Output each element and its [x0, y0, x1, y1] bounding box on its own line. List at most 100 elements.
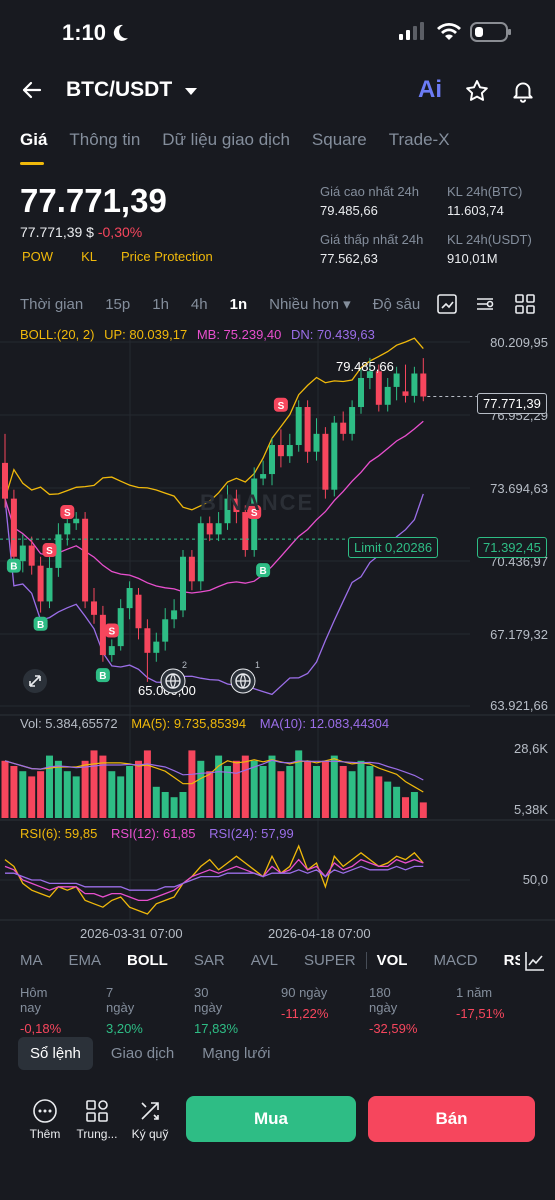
- ind-boll[interactable]: BOLL: [127, 952, 168, 969]
- boll-legend: BOLL:(20, 2) UP: 80.039,17 MB: 75.239,40…: [20, 327, 375, 342]
- tag-kl[interactable]: KL: [81, 249, 97, 264]
- candle-body: [277, 445, 284, 457]
- sell-button[interactable]: Bán: [368, 1096, 535, 1142]
- bell-icon[interactable]: [510, 78, 536, 109]
- news-count-badge: 1: [255, 660, 261, 670]
- interval-4h[interactable]: 4h: [190, 295, 208, 313]
- limit-order-label[interactable]: Limit 0,20286: [348, 537, 439, 558]
- interval-15m[interactable]: 15p: [105, 295, 131, 313]
- boll-mb: MB: 75.239,40: [196, 327, 282, 342]
- tab-square[interactable]: Square: [311, 130, 367, 149]
- tab-network[interactable]: Mạng lưới: [202, 1045, 271, 1062]
- candle-body: [349, 407, 356, 434]
- layout-grid-icon[interactable]: [514, 293, 536, 320]
- interval-1d[interactable]: 1n: [229, 295, 248, 313]
- ind-avl[interactable]: AVL: [250, 952, 278, 969]
- sell-marker: [247, 505, 262, 520]
- price-axis-2: 73.694,63: [490, 481, 548, 496]
- volume-bar: [179, 792, 187, 818]
- indicator-tabs: MA EMA BOLL SAR AVL SUPER VOL MACD RSI: [20, 952, 555, 969]
- candle-body: [197, 523, 204, 582]
- ind-macd[interactable]: MACD: [433, 952, 478, 969]
- candle-body: [340, 422, 347, 434]
- boll-upper-line: [4, 337, 424, 511]
- interval-time[interactable]: Thời gian: [20, 295, 84, 313]
- volume-bar: [286, 766, 294, 818]
- news-globe-icon[interactable]: [160, 668, 186, 699]
- watermark: BINANCE: [200, 490, 315, 515]
- ind-ema[interactable]: EMA: [68, 952, 102, 969]
- volume-bar: [295, 750, 303, 818]
- current-price-box[interactable]: 77.771,39: [477, 393, 547, 414]
- tab-price[interactable]: Giá: [20, 130, 48, 149]
- candle-body: [215, 523, 222, 535]
- tab-trading-data[interactable]: Dữ liệu giao dịch: [162, 130, 290, 149]
- interval-1h[interactable]: 1h: [152, 295, 169, 313]
- candle-body: [411, 373, 418, 396]
- cellular-icon: [398, 22, 426, 47]
- ind-ma[interactable]: MA: [20, 952, 43, 969]
- star-icon[interactable]: [464, 78, 490, 109]
- tab-underline: [20, 162, 44, 165]
- ind-vol[interactable]: VOL: [365, 952, 407, 969]
- candle-body: [162, 619, 169, 642]
- more-button[interactable]: Thêm: [26, 1098, 64, 1141]
- stat-low-label: Giá thấp nhất 24h: [320, 232, 424, 247]
- sell-marker: [104, 623, 119, 638]
- ind-sar[interactable]: SAR: [193, 952, 225, 969]
- volume-bar: [277, 771, 285, 818]
- volume-bar: [250, 760, 258, 818]
- chart-settings-icon[interactable]: [436, 293, 458, 320]
- volume-bar: [72, 776, 80, 818]
- candle-body: [331, 422, 338, 490]
- volume-bar: [170, 797, 178, 818]
- perf-7d: 7 ngày 3,20%: [106, 985, 143, 1036]
- price-chart[interactable]: B B S S S B S S B: [0, 320, 555, 945]
- center-button[interactable]: Trung...: [74, 1098, 120, 1141]
- stat-low-value: 77.562,63: [320, 251, 378, 266]
- candle-body: [322, 433, 329, 490]
- indicator-settings-icon[interactable]: [474, 293, 496, 320]
- limit-price-box[interactable]: 71.392,45: [477, 537, 547, 558]
- stat-high-value: 79.485,66: [320, 203, 378, 218]
- indicator-chart-icon[interactable]: [520, 950, 546, 977]
- candle-body: [117, 608, 124, 647]
- rsi-legend: RSI(6): 59,85 RSI(12): 61,85 RSI(24): 57…: [20, 826, 294, 841]
- vol-ma10: MA(10): 12.083,44304: [259, 716, 390, 731]
- ind-super[interactable]: SUPER: [303, 952, 356, 969]
- tab-trades[interactable]: Giao dịch: [110, 1045, 175, 1062]
- pair-title[interactable]: BTC/USDT: [66, 78, 173, 101]
- interval-more[interactable]: Nhiều hơn ▾: [269, 296, 351, 313]
- caret-down-icon[interactable]: [184, 84, 198, 102]
- more-dots-icon: [33, 1099, 57, 1123]
- volume-bar: [143, 750, 151, 818]
- depth-tab[interactable]: Độ sâu: [372, 295, 421, 313]
- rsi12-label: RSI(12): 61,85: [110, 826, 196, 841]
- perf-value: -11,22%: [281, 1006, 329, 1021]
- ai-icon[interactable]: Ai: [418, 76, 442, 103]
- tab-trade-x[interactable]: Trade-X: [388, 130, 450, 149]
- expand-icon[interactable]: [22, 668, 48, 699]
- perf-today: Hôm nay -0,18%: [20, 985, 61, 1036]
- perf-value: -32,59%: [369, 1021, 418, 1036]
- tab-info[interactable]: Thông tin: [69, 130, 141, 149]
- volume-bar: [268, 755, 276, 818]
- perf-value: -17,51%: [456, 1006, 505, 1021]
- volume-bar: [117, 776, 125, 818]
- stat-vol-btc-value: 11.603,74: [447, 203, 504, 218]
- volume-bar: [206, 771, 214, 818]
- sell-marker-label: S: [46, 546, 53, 557]
- stat-high: Giá cao nhất 24h 79.485,66: [320, 184, 419, 218]
- buy-button[interactable]: Mua: [186, 1096, 356, 1142]
- stat-vol-usdt: KL 24h(USDT) 910,01M: [447, 232, 532, 266]
- back-icon[interactable]: [20, 78, 44, 107]
- boll-up: UP: 80.039,17: [104, 327, 188, 342]
- tag-pow[interactable]: POW: [22, 249, 54, 264]
- volume-bar: [313, 766, 320, 818]
- volume-bar: [339, 766, 347, 818]
- margin-button[interactable]: Ký quỹ: [128, 1098, 172, 1141]
- tab-order-book[interactable]: Sổ lệnh: [18, 1037, 93, 1070]
- perf-label: 7 ngày: [106, 985, 135, 1015]
- tag-price-protection[interactable]: Price Protection: [120, 249, 213, 264]
- news-globe-icon[interactable]: [230, 668, 256, 699]
